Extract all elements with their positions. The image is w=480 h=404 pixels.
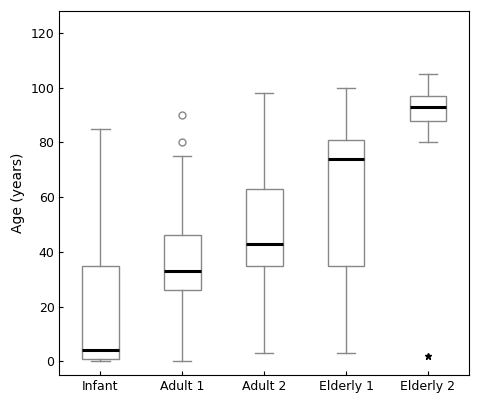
PathPatch shape [164,236,201,290]
Y-axis label: Age (years): Age (years) [11,153,25,233]
PathPatch shape [246,189,283,265]
PathPatch shape [82,265,119,359]
PathPatch shape [409,96,446,120]
PathPatch shape [328,140,364,265]
